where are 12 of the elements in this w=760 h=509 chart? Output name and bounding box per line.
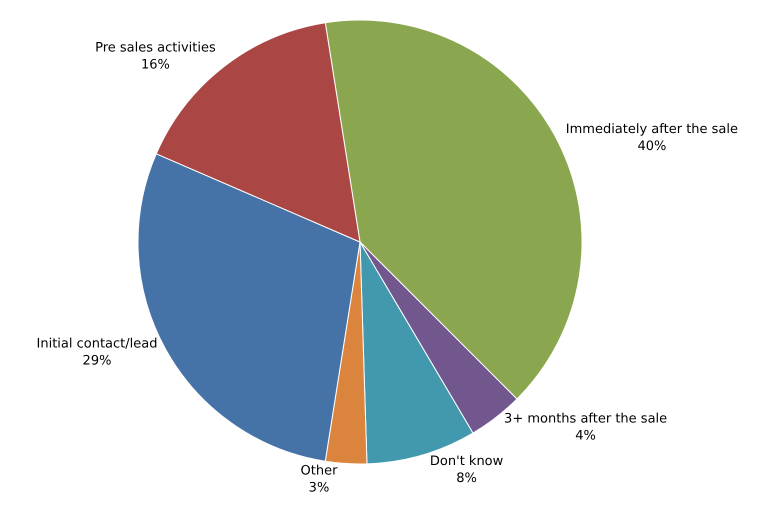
slice-label: Pre sales activities: [95, 40, 216, 56]
slice-label: Initial contact/lead: [36, 336, 158, 352]
slice-label: Don't know: [430, 454, 504, 469]
data-label: 8%: [456, 470, 477, 486]
data-label: 16%: [140, 58, 170, 73]
data-label: 4%: [575, 428, 596, 444]
slice-label: Other: [300, 464, 338, 478]
slice-label: Immediately after the sale: [566, 122, 738, 137]
data-label: 29%: [82, 354, 112, 369]
slice-label: 3+ months after the sale: [504, 411, 668, 426]
data-label: 40%: [637, 138, 666, 154]
data-label: 3%: [308, 480, 330, 496]
